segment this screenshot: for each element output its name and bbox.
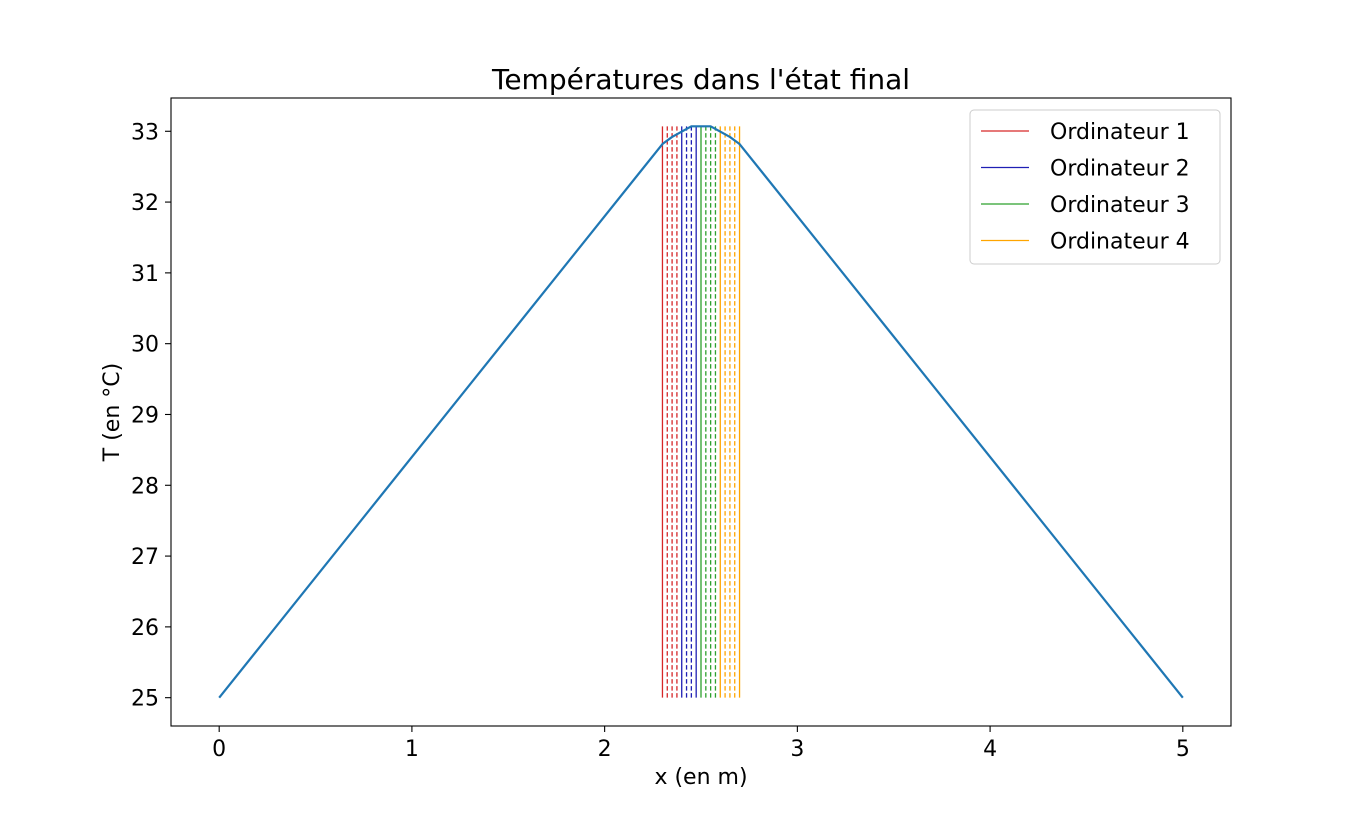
x-tick-label-2: 2 [598, 737, 612, 762]
y-tick-label-31: 31 [131, 262, 159, 287]
y-tick-label-28: 28 [131, 474, 159, 499]
x-tick-label-3: 3 [790, 737, 804, 762]
y-tick-label-27: 27 [131, 545, 159, 570]
x-tick-label-0: 0 [212, 737, 226, 762]
legend-label-ordinateur-1: Ordinateur 1 [1050, 120, 1190, 145]
plot-area [218, 125, 1184, 699]
x-tick-label-5: 5 [1176, 737, 1190, 762]
y-tick-label-29: 29 [131, 403, 159, 428]
y-tick-label-30: 30 [131, 333, 159, 358]
chart-title: Températures dans l'état final [491, 63, 910, 96]
x-axis-label: x (en m) [654, 765, 747, 790]
temperature-series-line-0 [218, 125, 1184, 699]
legend: Ordinateur 1 Ordinateur 2 Ordinateur 3 Ordi… [969, 109, 1221, 265]
x-tick-label-4: 4 [983, 737, 997, 762]
x-tick-label-1: 1 [405, 737, 419, 762]
y-tick-label-33: 33 [131, 120, 159, 145]
legend-label-ordinateur-4: Ordinateur 4 [1050, 230, 1190, 255]
legend-label-ordinateur-2: Ordinateur 2 [1050, 157, 1190, 182]
y-tick-label-26: 26 [131, 616, 159, 641]
y-tick-label-25: 25 [131, 687, 159, 712]
axes: 0 1 2 3 4 5 25 26 27 28 29 30 31 32 33 [131, 97, 1232, 762]
legend-label-ordinateur-3: Ordinateur 3 [1050, 193, 1190, 218]
legend-box [969, 109, 1221, 265]
y-tick-label-32: 32 [131, 191, 159, 216]
axes-frame [170, 97, 1232, 727]
y-axis-label: T (en °C) [100, 363, 125, 462]
